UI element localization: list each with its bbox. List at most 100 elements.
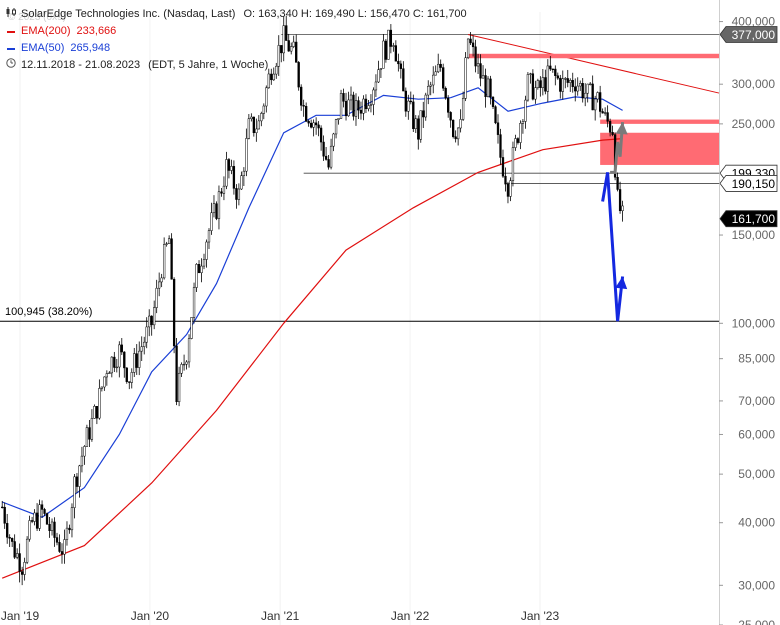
- candle-body: [285, 25, 288, 41]
- candle-body: [68, 527, 71, 531]
- candle-body: [232, 166, 236, 189]
- candle-body: [454, 136, 457, 140]
- candle-body: [459, 119, 462, 129]
- candle-body: [145, 326, 148, 343]
- candle-body: [334, 119, 338, 135]
- candle-body: [260, 113, 263, 122]
- candle-body: [55, 537, 59, 543]
- candle-body: [309, 122, 313, 128]
- candle-body: [35, 512, 39, 529]
- resistance-zone-top: [468, 53, 719, 59]
- candle-body: [434, 71, 437, 76]
- candle-body: [190, 317, 193, 339]
- candle-body: [439, 63, 442, 68]
- candle-body: [135, 353, 138, 368]
- ema200-swatch: [7, 30, 15, 33]
- y-tick-label: 25,000: [738, 618, 775, 625]
- legend-period-detail: (EDT, 5 Jahre, 1 Woche): [148, 59, 269, 71]
- candle-body: [257, 120, 260, 130]
- x-tick-label: Jan '20: [131, 609, 170, 623]
- candle-body: [589, 83, 592, 85]
- candle-body: [521, 121, 525, 124]
- candle-body: [58, 542, 61, 552]
- candle-body: [618, 189, 622, 211]
- candle-body: [225, 159, 228, 187]
- candle-body: [11, 538, 14, 542]
- candle-body: [250, 116, 253, 120]
- x-tick-label: Jan '23: [521, 609, 560, 623]
- candle-body: [16, 553, 19, 558]
- legend-title: SolarEdge Technologies Inc. (Nasdaq, Las…: [21, 8, 236, 20]
- candle-body: [272, 73, 275, 81]
- candle-body: [287, 40, 290, 52]
- candle-body: [90, 418, 94, 440]
- candle-body: [130, 372, 133, 383]
- candle-body: [561, 78, 564, 92]
- x-tick-label: Jan '21: [261, 609, 300, 623]
- candle-body: [471, 42, 475, 48]
- candle-body: [75, 476, 79, 487]
- candle-body: [185, 361, 188, 365]
- candle-body: [120, 344, 123, 353]
- candle-body: [6, 523, 9, 538]
- candle-body: [399, 63, 402, 69]
- candle-body: [200, 265, 203, 274]
- candle-body: [217, 191, 221, 219]
- candle-body: [85, 427, 89, 447]
- candle-body: [514, 138, 517, 148]
- candle-body: [559, 77, 562, 92]
- candle-body: [539, 80, 542, 88]
- candle-body: [23, 561, 26, 575]
- candle-body: [456, 127, 460, 140]
- candle-body: [442, 67, 445, 89]
- legend-period: 12.11.2018 - 21.08.2023: [21, 59, 141, 71]
- candle-body: [210, 212, 213, 231]
- candle-body: [384, 40, 388, 60]
- legend-title-row: SolarEdge Technologies Inc. (Nasdaq, Las…: [5, 6, 467, 23]
- price-tag-label: 161,700: [732, 212, 776, 226]
- candle-body: [60, 551, 64, 555]
- chart-legend: SolarEdge Technologies Inc. (Nasdaq, Las…: [5, 6, 467, 74]
- legend-ohlc: O: 163,340 H: 169,490 L: 156,470 C: 161,…: [243, 8, 467, 20]
- candle-body: [240, 175, 243, 190]
- candle-body: [128, 381, 131, 383]
- candle-body: [437, 63, 440, 73]
- ema200-value: 233,666: [76, 25, 117, 37]
- ema50-value: 265,948: [70, 42, 111, 54]
- candle-body: [245, 138, 248, 172]
- candle-body: [247, 118, 251, 139]
- y-tick-label: 40,000: [738, 516, 775, 530]
- candle-body: [596, 92, 599, 100]
- candle-body: [382, 40, 385, 69]
- candle-body: [327, 159, 330, 168]
- candle-body: [88, 427, 91, 440]
- candle-body: [262, 105, 265, 114]
- candle-body: [404, 90, 407, 112]
- resistance-zone-mid: [600, 119, 719, 124]
- legend-ema200-row: EMA(200) 233,666: [5, 23, 467, 40]
- candle-body: [100, 386, 104, 389]
- x-tick-label: Jan '19: [1, 609, 40, 623]
- candle-body: [113, 356, 116, 368]
- y-tick-label: 50,000: [738, 467, 775, 481]
- candle-body: [103, 376, 106, 388]
- candle-body: [38, 504, 41, 529]
- candle-body: [474, 46, 477, 67]
- x-axis: Jan '19 Jan '20 Jan '21 Jan '22 Jan '23: [1, 609, 560, 623]
- y-tick-label: 300,000: [732, 77, 776, 91]
- candle-body: [409, 100, 412, 103]
- candle-body: [322, 141, 325, 157]
- candle-body: [95, 406, 99, 419]
- candle-body: [504, 175, 507, 185]
- candle-body: [516, 138, 520, 143]
- y-tick-label: 30,000: [738, 578, 775, 592]
- candle-body: [312, 122, 315, 128]
- candle-body: [265, 87, 268, 107]
- candle-body: [449, 112, 452, 121]
- candle-body: [447, 97, 450, 113]
- candles-series: [1, 15, 624, 586]
- candle-body: [464, 57, 467, 99]
- candle-body: [93, 406, 96, 419]
- candle-body: [337, 118, 340, 120]
